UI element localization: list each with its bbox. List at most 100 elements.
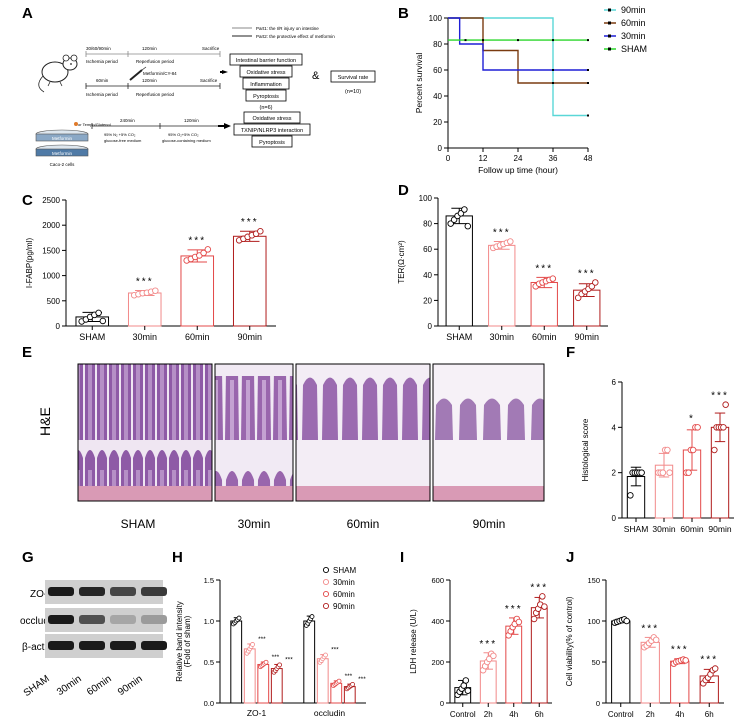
row1-sacrifice: Sacrifice: [202, 46, 220, 51]
censor-mark: [464, 39, 467, 42]
histology-label-60min: 60min: [347, 517, 380, 531]
y-axis-label: Relative band intensity: [175, 601, 184, 682]
panel-letter-e: E: [22, 344, 32, 361]
y-tick-label: 0: [596, 699, 600, 708]
significance-marker: ***: [136, 276, 154, 287]
x-tick-label: 60min: [532, 332, 557, 342]
x-tick-label: 90min: [574, 332, 599, 342]
histology-label-sham: SHAM: [121, 517, 156, 531]
row2-time: 60min: [96, 78, 109, 83]
histology-panel: H&E: [37, 363, 545, 531]
x-tick-label: 30min: [489, 332, 514, 342]
x-tick-label: 90min: [237, 332, 262, 342]
y-tick-label: 40: [423, 271, 432, 280]
x-axis-label: Follow up time (hour): [478, 165, 558, 175]
y-tick-label: 400: [431, 617, 444, 626]
data-point: [694, 424, 701, 431]
blot-band: [110, 615, 136, 624]
censor-mark: [552, 82, 554, 84]
data-point: [623, 617, 630, 625]
x-tick-label: 30min: [652, 524, 675, 534]
cell-cond2b: glucose-containing medium: [162, 138, 211, 143]
data-point: [659, 469, 667, 476]
y-tick-label: 1.5: [204, 576, 214, 585]
outcome-box-2: Oxidative stress: [246, 70, 285, 76]
data-point: [250, 642, 255, 647]
data-point: [95, 309, 102, 317]
x-tick-label: occludin: [314, 708, 345, 718]
data-point: [539, 593, 546, 600]
data-point: [462, 677, 470, 684]
outcome-box-4: Pyroptosis: [253, 94, 279, 100]
bar: [611, 620, 631, 704]
panel-letter-j: J: [566, 549, 574, 566]
y-tick-label: 600: [431, 576, 444, 585]
outcome-boxes: Intestinal barrier function Oxidative st…: [229, 53, 303, 111]
y-tick-label: 6: [612, 378, 617, 387]
legend-label: 60min: [621, 18, 646, 28]
blot-band: [48, 587, 74, 596]
y-axis-label: TER(Ω·cm²): [397, 240, 406, 284]
x-tick-label: 4h: [675, 710, 684, 719]
chart-b-survival: 0 20 40 60 80 100 0 12 24 36 48 Follow up time (hou…: [414, 5, 647, 175]
blot-band: [110, 641, 136, 650]
data-point: [350, 681, 355, 687]
y-tick-label: 40: [433, 92, 442, 101]
histology-label-30min: 30min: [238, 517, 271, 531]
chart-j-viability: 0 50 100 150 Cell viability(% of control) Con…: [565, 576, 724, 719]
survival-curve-90min: [448, 17, 588, 117]
ampersand: &: [312, 70, 320, 82]
histology-image-sham: [77, 363, 213, 502]
schematic-panel: Part1: the I/R injury on intestine Part2…: [35, 26, 376, 167]
bar: [257, 663, 270, 704]
survival-label: Survival rate: [338, 75, 369, 81]
data-point: [461, 206, 468, 213]
syringe-icon: [129, 66, 147, 81]
legend-label: SHAM: [333, 566, 356, 575]
x-tick-label: 36: [549, 154, 558, 163]
bar: [670, 660, 690, 704]
significance-marker: ***: [331, 647, 339, 654]
y-tick-label: 80: [423, 220, 432, 229]
outcome-box-3: Inflammation: [250, 82, 282, 88]
blot-band: [141, 587, 167, 596]
data-point: [277, 662, 282, 668]
y-tick-label: 200: [431, 658, 444, 667]
x-tick-label: SHAM: [446, 332, 472, 342]
legend-marker: [608, 34, 611, 38]
data-point: [464, 687, 472, 694]
y-tick-label: 60: [433, 66, 442, 75]
censor-mark: [587, 114, 589, 117]
blot-row-label-actin: β-actin: [22, 642, 52, 653]
x-tick-label: 60min: [185, 332, 210, 342]
x-tick-label: 30min: [132, 332, 157, 342]
row2-ischemia: Ischemia period: [86, 92, 118, 97]
censor-mark: [552, 69, 554, 71]
bar: [180, 255, 215, 327]
data-point: [722, 401, 729, 408]
cell-time2: 120min: [184, 118, 199, 123]
cell-outcome-2: TXNIP/NLRP3 interaction: [241, 128, 303, 134]
x-tick-label: 12: [479, 154, 488, 163]
censor-mark: [517, 39, 519, 42]
censor-mark: [587, 39, 589, 42]
data-point: [682, 657, 689, 664]
y-tick-label: 100: [587, 617, 600, 626]
y-tick-label: 100: [419, 194, 433, 203]
cell-cond2a: 95% O₂+5% CO₂: [168, 132, 199, 137]
cell-outcome-3: Pyroptosis: [259, 140, 285, 146]
panel-letter-f: F: [566, 344, 575, 361]
legend-part1: Part1: the I/R injury on intestine: [256, 26, 319, 31]
y-tick-label: 150: [587, 576, 600, 585]
y-tick-label: 2000: [42, 221, 60, 230]
x-tick-label: SHAM: [79, 332, 105, 342]
data-point: [507, 238, 514, 245]
y-tick-label: 0.0: [204, 699, 214, 708]
significance-marker: ***: [530, 582, 548, 593]
data-point: [711, 446, 718, 454]
n-outcomes: (n=6): [260, 105, 273, 111]
histology-label-90min: 90min: [473, 517, 506, 531]
blot-lane-sham: SHAM: [22, 673, 52, 699]
significance-marker: ***: [700, 655, 718, 666]
chart-i-ldh: 0 200 400 600 LDH release (U/L) Control 2h *** 4…: [409, 576, 552, 719]
